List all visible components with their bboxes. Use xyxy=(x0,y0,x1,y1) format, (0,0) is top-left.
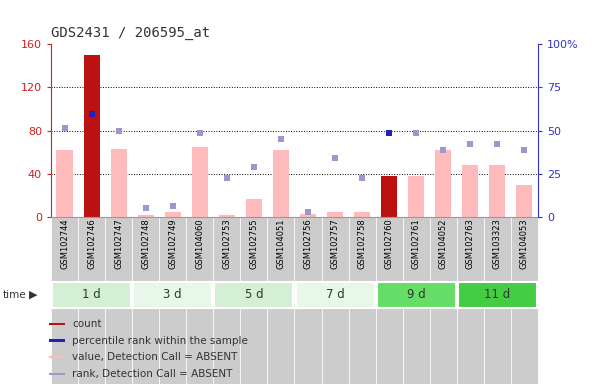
FancyBboxPatch shape xyxy=(186,217,213,384)
FancyBboxPatch shape xyxy=(296,282,374,308)
FancyBboxPatch shape xyxy=(132,217,159,384)
Bar xyxy=(408,176,424,217)
Point xyxy=(493,141,502,147)
FancyBboxPatch shape xyxy=(78,217,105,384)
Text: ▶: ▶ xyxy=(29,290,37,300)
FancyBboxPatch shape xyxy=(215,282,293,308)
Text: 11 d: 11 d xyxy=(484,288,510,301)
Text: time: time xyxy=(3,290,26,300)
FancyBboxPatch shape xyxy=(240,217,267,384)
Point xyxy=(303,209,313,215)
FancyBboxPatch shape xyxy=(105,217,132,384)
Text: 3 d: 3 d xyxy=(163,288,182,301)
FancyBboxPatch shape xyxy=(377,282,456,308)
FancyBboxPatch shape xyxy=(213,217,240,384)
Text: GDS2431 / 206595_at: GDS2431 / 206595_at xyxy=(51,26,210,40)
Text: percentile rank within the sample: percentile rank within the sample xyxy=(73,336,248,346)
Bar xyxy=(219,215,235,217)
Point xyxy=(114,127,124,134)
Bar xyxy=(192,147,208,217)
Point xyxy=(60,125,70,131)
Text: count: count xyxy=(73,319,102,329)
Bar xyxy=(516,185,532,217)
Text: 7 d: 7 d xyxy=(326,288,344,301)
Text: value, Detection Call = ABSENT: value, Detection Call = ABSENT xyxy=(73,352,238,362)
Bar xyxy=(273,150,289,217)
FancyBboxPatch shape xyxy=(49,339,65,342)
Point xyxy=(411,130,421,136)
Bar xyxy=(354,212,370,217)
Point xyxy=(465,141,475,147)
Text: 5 d: 5 d xyxy=(245,288,263,301)
Text: rank, Detection Call = ABSENT: rank, Detection Call = ABSENT xyxy=(73,369,233,379)
Point xyxy=(519,147,529,153)
FancyBboxPatch shape xyxy=(403,217,430,384)
FancyBboxPatch shape xyxy=(430,217,457,384)
FancyBboxPatch shape xyxy=(52,282,131,308)
Point xyxy=(357,175,367,181)
Bar xyxy=(111,149,127,217)
Point xyxy=(249,164,259,170)
Point xyxy=(168,203,178,209)
FancyBboxPatch shape xyxy=(49,356,65,359)
FancyBboxPatch shape xyxy=(458,282,537,308)
Point xyxy=(385,130,394,136)
Point xyxy=(222,175,232,181)
FancyBboxPatch shape xyxy=(484,217,511,384)
FancyBboxPatch shape xyxy=(376,217,403,384)
FancyBboxPatch shape xyxy=(511,217,538,384)
Bar xyxy=(462,165,478,217)
FancyBboxPatch shape xyxy=(349,217,376,384)
Bar xyxy=(489,165,505,217)
FancyBboxPatch shape xyxy=(322,217,349,384)
FancyBboxPatch shape xyxy=(51,217,78,384)
Bar xyxy=(246,199,262,217)
Bar xyxy=(327,212,343,217)
Bar xyxy=(56,150,73,217)
FancyBboxPatch shape xyxy=(49,323,65,325)
FancyBboxPatch shape xyxy=(49,373,65,375)
FancyBboxPatch shape xyxy=(267,217,294,384)
Bar xyxy=(300,214,316,217)
Point xyxy=(276,136,286,142)
FancyBboxPatch shape xyxy=(133,282,212,308)
Point xyxy=(141,205,150,212)
Text: 9 d: 9 d xyxy=(407,288,426,301)
FancyBboxPatch shape xyxy=(159,217,186,384)
Bar xyxy=(435,150,451,217)
Point xyxy=(439,147,448,153)
Text: 1 d: 1 d xyxy=(82,288,101,301)
Bar xyxy=(138,215,154,217)
Point xyxy=(195,130,204,136)
Point xyxy=(87,111,96,118)
Bar xyxy=(84,55,100,217)
FancyBboxPatch shape xyxy=(457,217,484,384)
Bar xyxy=(165,212,181,217)
FancyBboxPatch shape xyxy=(294,217,322,384)
Bar xyxy=(381,176,397,217)
Point xyxy=(331,154,340,161)
